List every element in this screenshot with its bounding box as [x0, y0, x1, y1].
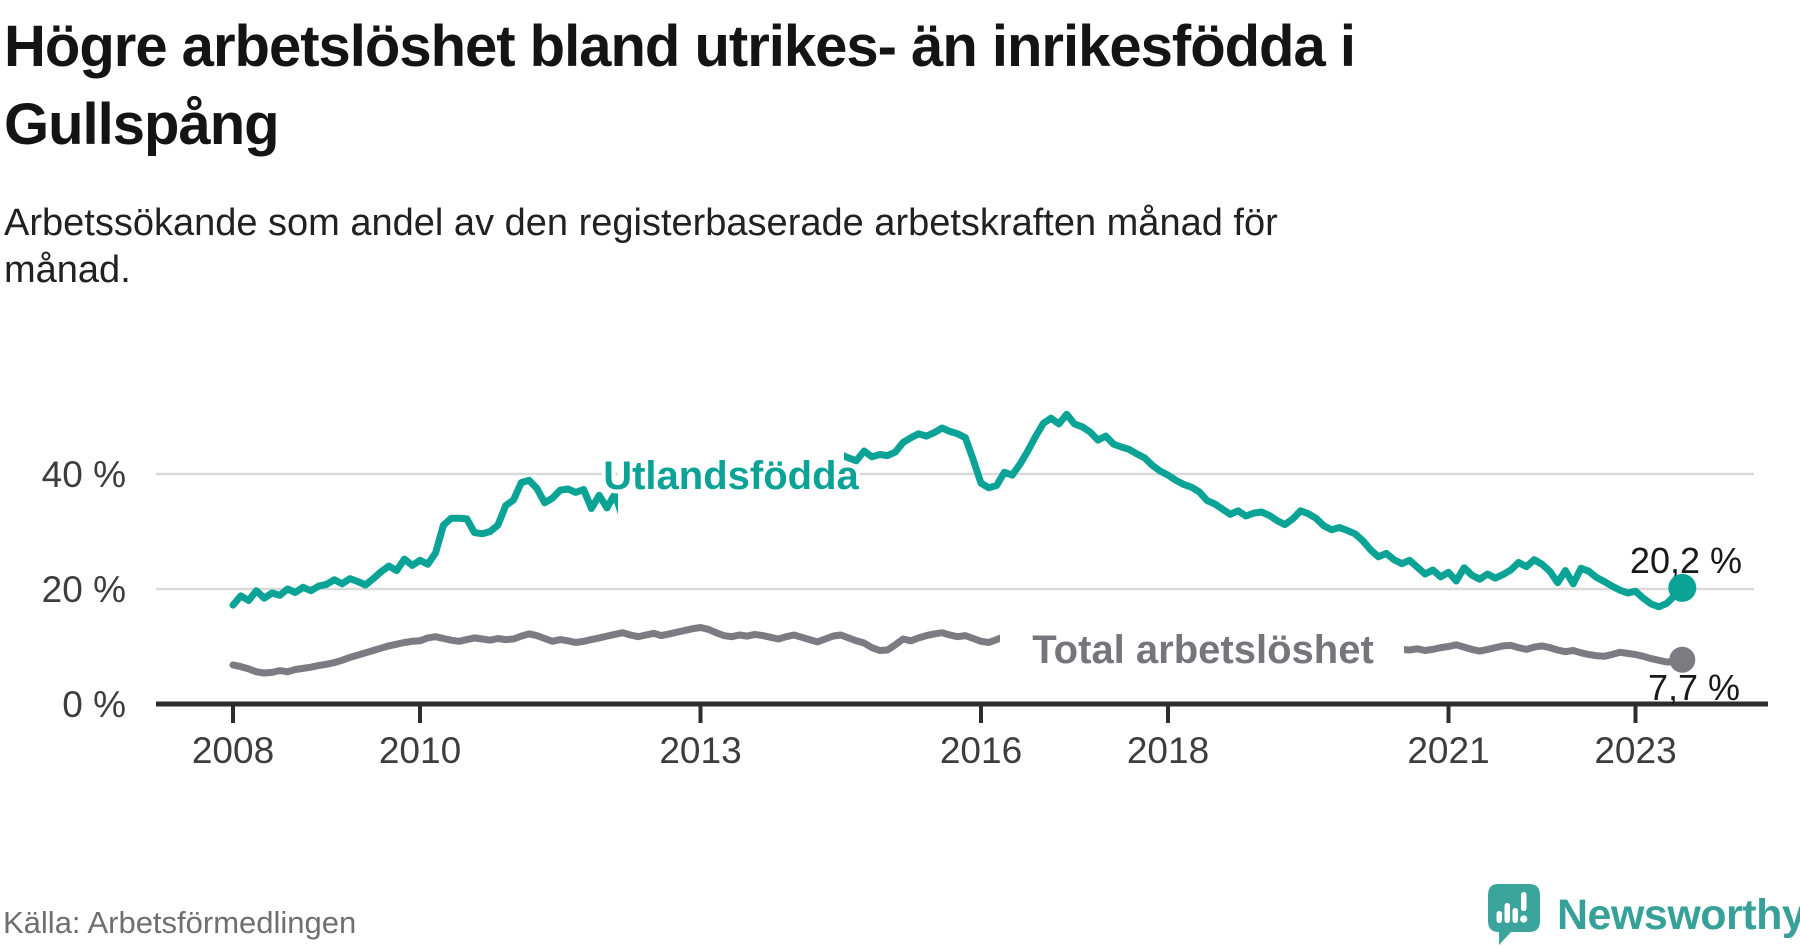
newsworthy-bubble-icon: [1488, 884, 1540, 945]
value-label-utlandsfodda: 20,2 %: [1630, 540, 1742, 581]
x-axis-label-2016: 2016: [940, 730, 1022, 771]
series-layer: [229, 410, 1686, 677]
end-dots-layer: [1668, 573, 1697, 673]
series-label-mask-total: [1000, 624, 1404, 674]
series-label-mask-utlandsfodda: [618, 446, 844, 530]
gridlines-layer: [156, 472, 1754, 591]
series-label-total: Total arbetslöshet: [1032, 628, 1374, 672]
subtitle-line-2: månad.: [4, 249, 131, 291]
x-axis-label-2023: 2023: [1594, 730, 1676, 771]
series-end-dot-utlandsfodda: [1668, 573, 1697, 602]
series-line-total: [229, 624, 1686, 677]
page-title: Högre arbetslöshet bland utrikes- än inr…: [4, 8, 1724, 164]
chart-subtitle: Arbetssökande som andel av den registerb…: [4, 200, 1504, 294]
x-axis-label-2021: 2021: [1407, 730, 1489, 771]
y-axis-label-0pct: 0 %: [62, 684, 126, 725]
y-axis-label-20pct: 20 %: [42, 569, 126, 610]
series-end-dot-total: [1669, 646, 1696, 673]
y-axis-label-40pct: 40 %: [42, 454, 126, 495]
x-axis-label-2010: 2010: [379, 730, 461, 771]
x-axis-label-2018: 2018: [1127, 730, 1209, 771]
series-line-utlandsfodda: [229, 410, 1686, 611]
title-line-1: Högre arbetslöshet bland utrikes- än inr…: [4, 14, 1356, 79]
title-line-2: Gullspång: [4, 92, 280, 157]
bar-1: [1496, 911, 1502, 923]
bar-2: [1504, 903, 1510, 923]
newsworthy-wordmark: Newsworthy: [1557, 890, 1800, 939]
newsworthy-logo[interactable]: Newsworthy: [1488, 884, 1800, 946]
x-axis-label-2013: 2013: [659, 730, 741, 771]
source-attribution: Källa: Arbetsförmedlingen: [3, 905, 357, 940]
axis-layer: 0 % 20 % 40 % 2008 2010 2013 2016 2018 2021 2023: [42, 454, 1768, 771]
series-label-utlandsfodda: Utlandsfödda: [603, 454, 859, 498]
bar-3: [1512, 908, 1518, 923]
exclamation-dot: [1520, 915, 1528, 923]
subtitle-line-1: Arbetssökande som andel av den registerb…: [4, 202, 1278, 244]
exclamation-stem: [1521, 892, 1527, 911]
value-label-total: 7,7 %: [1648, 667, 1740, 708]
x-axis-label-2008: 2008: [192, 730, 274, 771]
